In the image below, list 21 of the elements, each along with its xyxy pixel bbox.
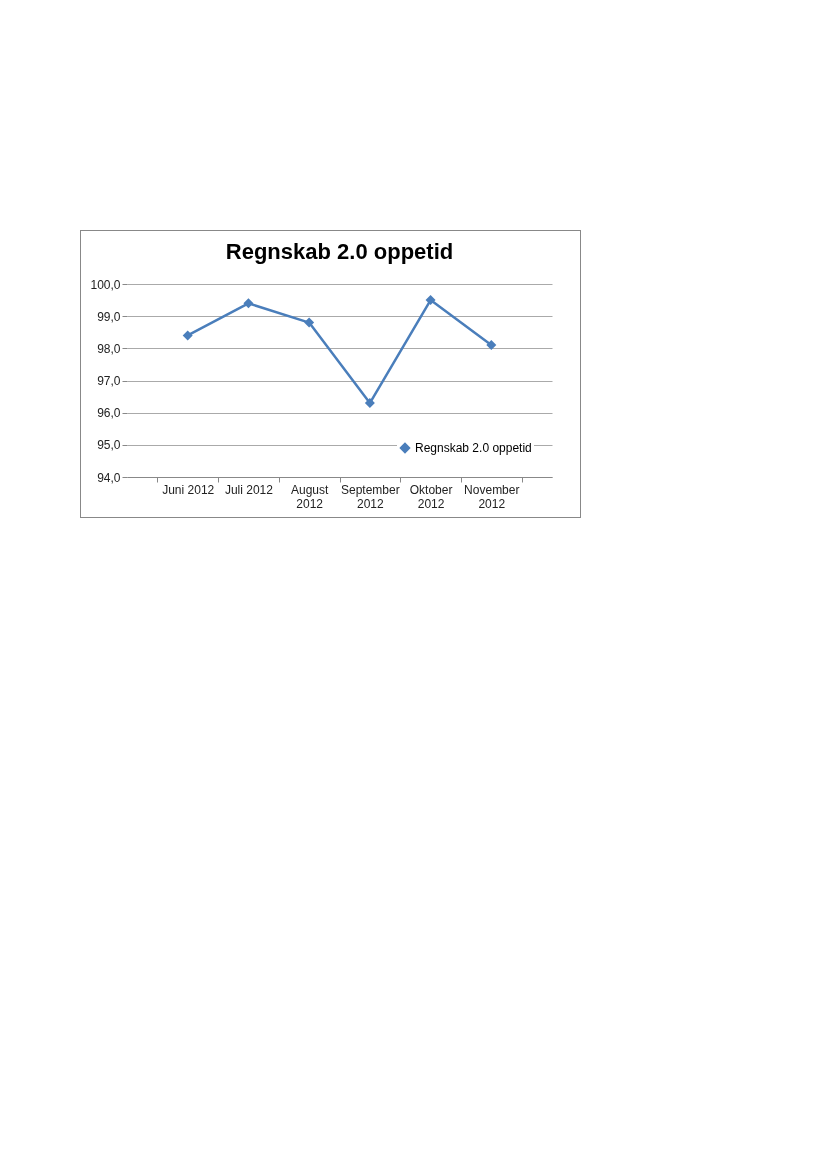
y-tick-label: 99,0	[97, 309, 121, 324]
point	[425, 295, 436, 306]
x-tick-label: August 2012	[290, 482, 329, 511]
point	[364, 398, 375, 409]
y-tick-label: 98,0	[97, 341, 121, 356]
chart-title: Regnskab 2.0 oppetid	[225, 239, 454, 264]
point	[243, 298, 254, 309]
y-tick-label: 96,0	[97, 406, 121, 421]
point	[304, 317, 315, 328]
x-tick-label: September 2012	[341, 482, 400, 511]
y-tick-label: 94,0	[97, 470, 121, 485]
x-tick-label: November 2012	[464, 482, 520, 511]
y-tick-label: 100,0	[90, 277, 121, 292]
x-tick-label: Oktober 2012	[409, 482, 453, 511]
y-tick-label: 97,0	[97, 374, 121, 388]
y-tick-label: 95,0	[97, 438, 121, 453]
x-tick-label: Juli 2012	[224, 482, 274, 497]
point	[486, 340, 497, 351]
point	[182, 330, 193, 341]
legend-label: Regnskab 2.0 oppetid	[415, 441, 532, 455]
x-tick-label: Juni 2012	[162, 482, 215, 497]
